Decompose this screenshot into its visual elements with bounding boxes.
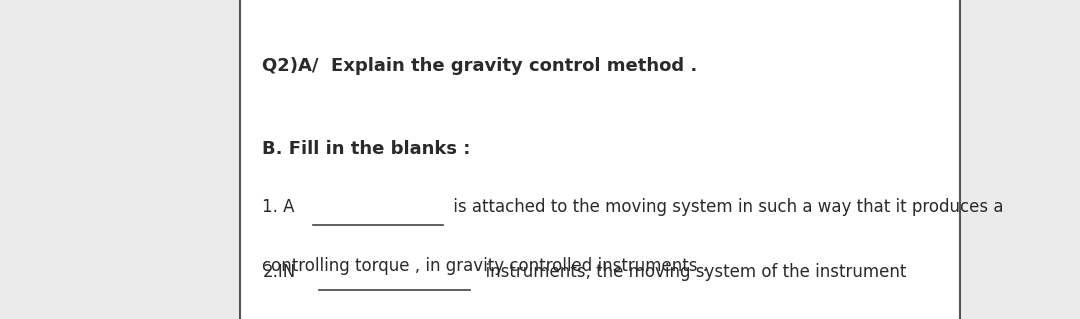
Text: 2.IN: 2.IN [262,263,296,281]
Text: B. Fill in the blanks :: B. Fill in the blanks : [262,140,471,158]
Text: is attached to the moving system in such a way that it produces a: is attached to the moving system in such… [448,198,1003,216]
Text: 1. A: 1. A [262,198,295,216]
Text: controlling torque , in gravity controlled instruments .: controlling torque , in gravity controll… [262,257,708,275]
Text: instruments, the moving system of the instrument: instruments, the moving system of the in… [475,263,906,281]
Text: Q2)A/  Explain the gravity control method .: Q2)A/ Explain the gravity control method… [262,57,698,75]
